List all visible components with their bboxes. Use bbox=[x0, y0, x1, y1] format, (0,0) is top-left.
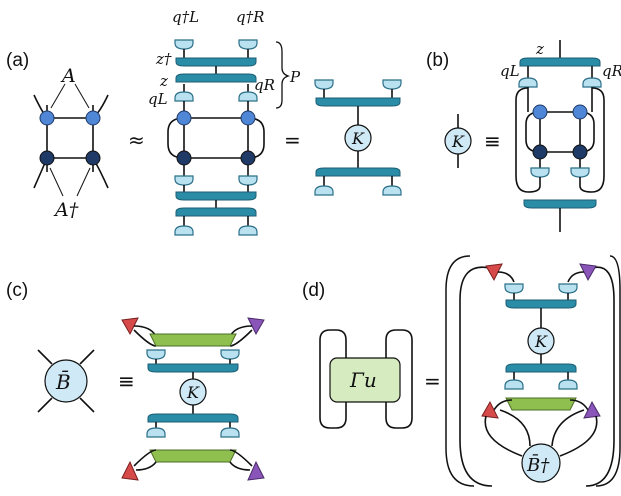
gamma-label: Γu bbox=[349, 368, 377, 392]
A-dag-site-left bbox=[39, 150, 55, 166]
K-label-d: K bbox=[534, 332, 548, 351]
B-bar-dag-label: B̄† bbox=[526, 453, 550, 476]
panel-b-label: (b) bbox=[426, 50, 449, 71]
qR-label: qR bbox=[254, 76, 275, 94]
A-dag-site-right bbox=[85, 150, 101, 166]
equals-symbol-d: = bbox=[424, 369, 441, 393]
equivalent-symbol-c: ≡ bbox=[118, 369, 135, 393]
panel-c: (c) B̄ ≡ K bbox=[6, 280, 265, 481]
panel-d-label: (d) bbox=[302, 280, 325, 301]
equals-symbol-a: = bbox=[284, 128, 301, 152]
K-definition-network: z qL qR bbox=[500, 40, 621, 232]
isometry-network: q†L q†R z† z qL qR P bbox=[148, 8, 301, 236]
panel-c-label: (c) bbox=[6, 280, 28, 301]
K-label-b: K bbox=[451, 132, 465, 151]
A-site-left bbox=[39, 110, 55, 126]
z-dag-label: z† bbox=[155, 50, 172, 68]
gamma-box bbox=[329, 357, 401, 403]
panel-a-label: (a) bbox=[6, 50, 29, 71]
qR-label-b: qR bbox=[602, 62, 621, 80]
qL-dag-label: q†L bbox=[172, 8, 199, 26]
K-label-c: K bbox=[186, 383, 200, 402]
B-bar-label: B̄ bbox=[55, 369, 71, 394]
qL-label: qL bbox=[148, 90, 168, 108]
B-bar-dag-node bbox=[521, 443, 561, 483]
qL-label-b: qL bbox=[500, 62, 520, 80]
qR-dag-label: q†R bbox=[236, 8, 264, 26]
panel-b: (b) K ≡ z qL qR bbox=[426, 40, 621, 232]
z-label: z bbox=[159, 72, 168, 90]
A-dag-label: A† bbox=[53, 199, 79, 221]
panel-a: (a) A bbox=[6, 8, 402, 236]
A-site-right bbox=[85, 110, 101, 126]
A-network: A A† bbox=[33, 65, 109, 221]
A-label: A bbox=[60, 65, 76, 87]
approx-symbol: ≈ bbox=[128, 128, 145, 152]
P-label: P bbox=[289, 68, 301, 86]
B-bar-node bbox=[44, 359, 88, 403]
gamma-expansion-network: K B̄† bbox=[459, 263, 615, 487]
equivalent-symbol-b: ≡ bbox=[484, 129, 501, 153]
K-network-a: K bbox=[314, 79, 402, 196]
z-label-b: z bbox=[535, 40, 544, 58]
K-label-a: K bbox=[351, 129, 365, 148]
brace-symbol bbox=[275, 41, 291, 109]
panel-d: (d) Γu = K bbox=[302, 255, 621, 487]
B-definition-network: K bbox=[121, 317, 265, 481]
